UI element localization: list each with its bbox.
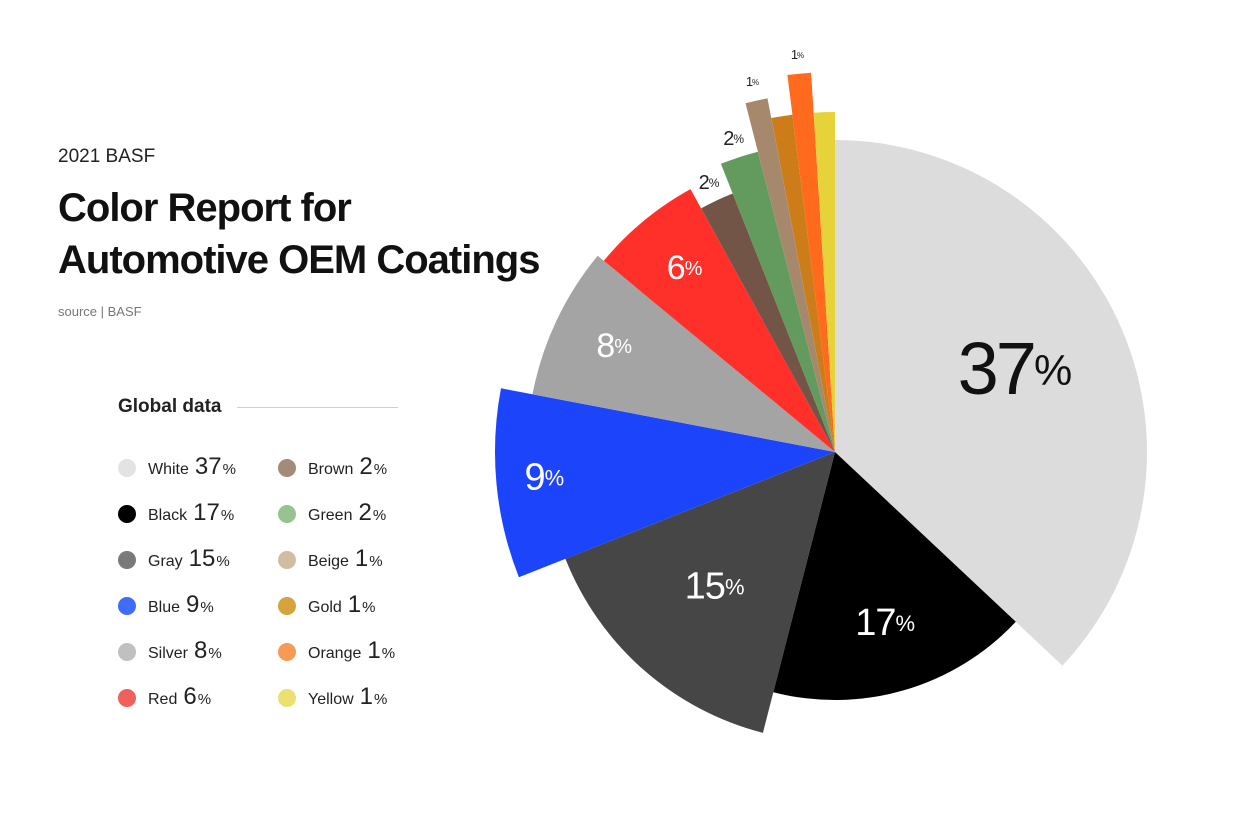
legend-swatch-green [278, 505, 296, 523]
legend-divider [237, 406, 398, 408]
legend-swatch-red [118, 689, 136, 707]
legend-name: Silver [148, 645, 189, 662]
pie-slice-blue [494, 388, 835, 578]
data-label-gray: 15% [685, 566, 745, 608]
legend-swatch-silver [118, 643, 136, 661]
legend-title: Global data [118, 396, 222, 417]
legend-value: 8 [194, 637, 208, 664]
report-eyebrow: 2021 BASF [58, 146, 156, 167]
legend-item-white: White 37% [118, 453, 278, 480]
legend-name: Beige [308, 553, 349, 570]
pie-slice-orange [787, 72, 835, 452]
legend-item-beige: Beige 1% [278, 545, 398, 572]
legend-swatch-gray [118, 551, 136, 569]
legend-name: White [148, 461, 189, 478]
page-title: Color Report for Automotive OEM Coatings [58, 182, 540, 286]
pie-slice-gold [771, 114, 835, 452]
legend-item-yellow: Yellow 1% [278, 683, 398, 710]
legend-item-brown: Brown 2% [278, 453, 398, 480]
pie-slice-silver [532, 255, 835, 452]
legend-value: 1 [354, 545, 369, 572]
legend-percent: % [369, 553, 383, 570]
source-note: source | BASF [58, 304, 142, 319]
pie-slice-black [773, 452, 1016, 701]
legend-value: 15 [188, 545, 216, 572]
legend: Global data White 37% Brown 2% Black 17% Green… [118, 396, 398, 710]
legend-swatch-yellow [278, 689, 296, 707]
data-label-black: 17% [855, 602, 915, 644]
legend-item-green: Green 2% [278, 499, 398, 526]
legend-item-silver: Silver 8% [118, 637, 278, 664]
legend-name: Brown [308, 461, 354, 478]
legend-name: Blue [148, 599, 181, 616]
legend-percent: % [374, 691, 388, 708]
pie-slice-white [835, 140, 1147, 666]
legend-value: 37 [194, 453, 222, 480]
legend-name: Black [148, 507, 188, 524]
legend-swatch-black [118, 505, 136, 523]
pie-slice-beige [745, 98, 835, 453]
legend-name: Gray [148, 553, 183, 570]
legend-name: Red [148, 691, 178, 708]
legend-percent: % [372, 507, 387, 524]
legend-item-orange: Orange 1% [278, 637, 398, 664]
data-label-silver: 8% [596, 327, 632, 365]
pie-slice-brown [701, 193, 835, 452]
legend-value: 17 [193, 499, 220, 526]
legend-percent: % [216, 553, 230, 570]
pie-slice-yellow [813, 112, 835, 452]
legend-value: 9 [186, 591, 200, 618]
legend-name: Green [308, 507, 353, 524]
legend-percent: % [208, 645, 222, 662]
legend-percent: % [200, 599, 214, 616]
legend-swatch-orange [278, 643, 296, 661]
legend-item-blue: Blue 9% [118, 591, 278, 618]
data-label-green: 2% [723, 128, 744, 150]
data-label-beige: 1% [746, 75, 759, 90]
data-label-white: 37% [958, 327, 1073, 410]
legend-swatch-white [118, 459, 136, 477]
legend-name: Yellow [308, 691, 354, 708]
legend-item-red: Red 6% [118, 683, 278, 710]
legend-value: 2 [358, 499, 372, 526]
legend-percent: % [373, 461, 388, 478]
legend-name: Gold [308, 599, 342, 616]
legend-swatch-blue [118, 597, 136, 615]
pie-slice-green [720, 151, 835, 452]
legend-percent: % [220, 507, 235, 524]
legend-value: 1 [347, 591, 362, 618]
legend-item-gold: Gold 1% [278, 591, 398, 618]
header: 2021 BASF Color Report for Automotive OE… [58, 146, 540, 319]
data-label-brown: 2% [699, 172, 720, 194]
legend-swatch-gold [278, 597, 296, 615]
legend-item-black: Black 17% [118, 499, 278, 526]
legend-swatch-beige [278, 551, 296, 569]
legend-value: 1 [367, 637, 381, 664]
legend-value: 2 [359, 453, 373, 480]
legend-item-gray: Gray 15% [118, 545, 278, 572]
legend-value: 6 [183, 683, 197, 710]
legend-grid: White 37% Brown 2% Black 17% Green 2% Gray 15% Bei… [118, 453, 398, 710]
legend-name: Orange [308, 645, 362, 662]
legend-percent: % [222, 461, 236, 478]
pie-slice-red [603, 189, 835, 452]
legend-swatch-brown [278, 459, 296, 477]
legend-percent: % [362, 599, 376, 616]
pie-slice-gray [565, 452, 835, 733]
title-line-2: Automotive OEM Coatings [58, 238, 540, 282]
data-label-blue: 9% [524, 457, 564, 499]
legend-value: 1 [359, 683, 374, 710]
data-label-orange: 1% [791, 47, 804, 62]
legend-percent: % [381, 645, 396, 662]
legend-header: Global data [118, 396, 398, 418]
legend-percent: % [197, 691, 212, 708]
title-line-1: Color Report for [58, 186, 352, 230]
data-label-red: 6% [667, 249, 703, 287]
